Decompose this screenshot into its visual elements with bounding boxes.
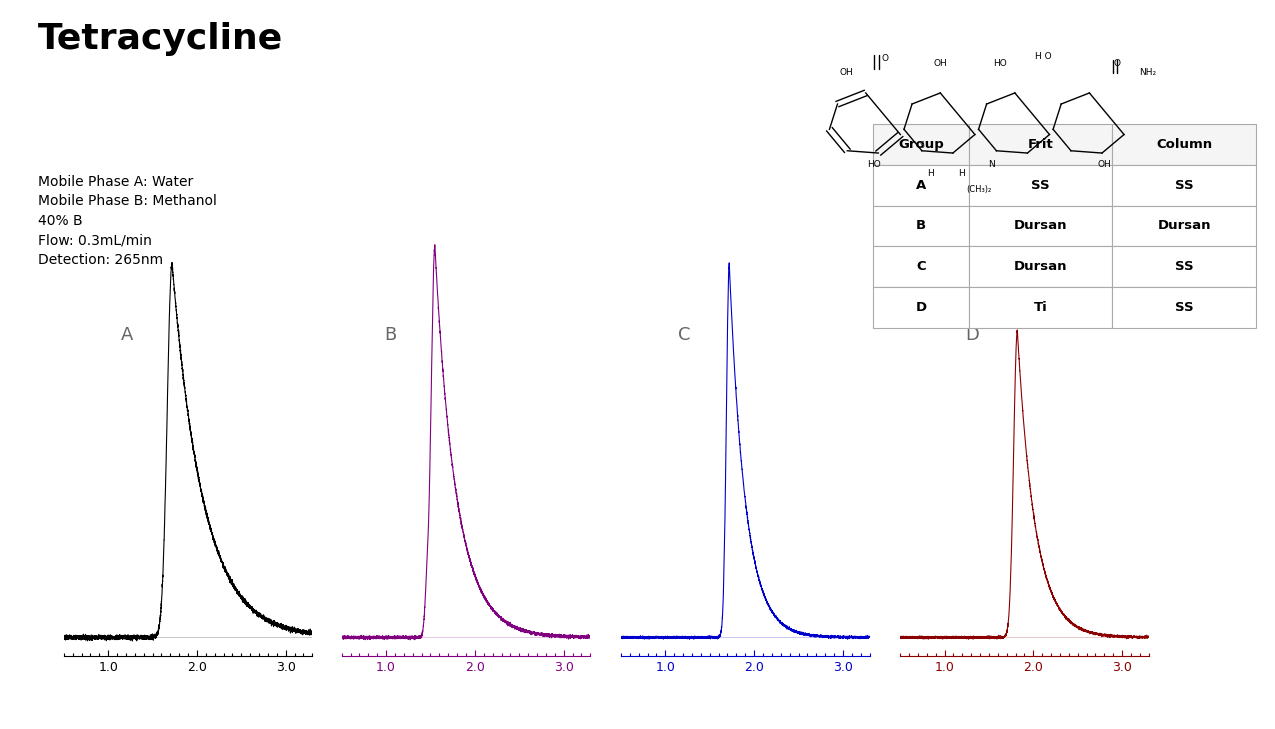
Bar: [1113, 287, 1256, 328]
Bar: [873, 246, 969, 287]
Text: H: H: [927, 168, 935, 178]
Text: S: S: [919, 141, 924, 150]
Text: C: C: [678, 327, 691, 344]
Text: Dursan: Dursan: [1014, 260, 1067, 273]
Bar: [873, 165, 969, 206]
Text: B: B: [917, 219, 926, 233]
Text: HO: HO: [993, 59, 1007, 69]
Bar: [1113, 206, 1256, 246]
Text: (CH₃)₂: (CH₃)₂: [965, 185, 991, 194]
Text: Tetracycline: Tetracycline: [38, 22, 283, 56]
Bar: [1113, 165, 1256, 206]
Text: SS: SS: [1174, 179, 1193, 192]
Text: B: B: [384, 327, 397, 344]
Bar: [969, 124, 1113, 165]
Text: D: D: [915, 301, 927, 314]
Bar: [969, 165, 1113, 206]
Text: NH₂: NH₂: [1139, 69, 1156, 77]
Text: O: O: [1113, 59, 1121, 69]
Bar: [969, 287, 1113, 328]
Text: Group: Group: [899, 138, 944, 151]
Text: OH: OH: [933, 59, 947, 69]
Text: Column: Column: [1156, 138, 1213, 151]
Text: Dursan: Dursan: [1014, 219, 1067, 233]
Bar: [873, 206, 969, 246]
Bar: [969, 206, 1113, 246]
Bar: [1113, 246, 1256, 287]
Bar: [1113, 124, 1256, 165]
Text: Ti: Ti: [1034, 301, 1048, 314]
Text: SS: SS: [1031, 179, 1051, 192]
Text: SS: SS: [1174, 301, 1193, 314]
Text: A: A: [121, 327, 134, 344]
Text: H: H: [958, 168, 964, 178]
Bar: [873, 287, 969, 328]
Text: HO: HO: [867, 160, 881, 168]
Text: SS: SS: [1174, 260, 1193, 273]
Bar: [873, 124, 969, 165]
Text: A: A: [915, 179, 927, 192]
Text: Mobile Phase A: Water
Mobile Phase B: Methanol
40% B
Flow: 0.3mL/min
Detection: : Mobile Phase A: Water Mobile Phase B: Me…: [38, 175, 217, 267]
Text: Frit: Frit: [1028, 138, 1053, 151]
Text: OH: OH: [839, 69, 853, 77]
Text: O: O: [882, 54, 889, 63]
Text: N: N: [988, 160, 994, 168]
Text: D: D: [965, 327, 979, 344]
Text: C: C: [917, 260, 926, 273]
Bar: [969, 246, 1113, 287]
Text: Dursan: Dursan: [1158, 219, 1211, 233]
Text: OH: OH: [1098, 160, 1111, 168]
Text: H O: H O: [1035, 52, 1052, 61]
